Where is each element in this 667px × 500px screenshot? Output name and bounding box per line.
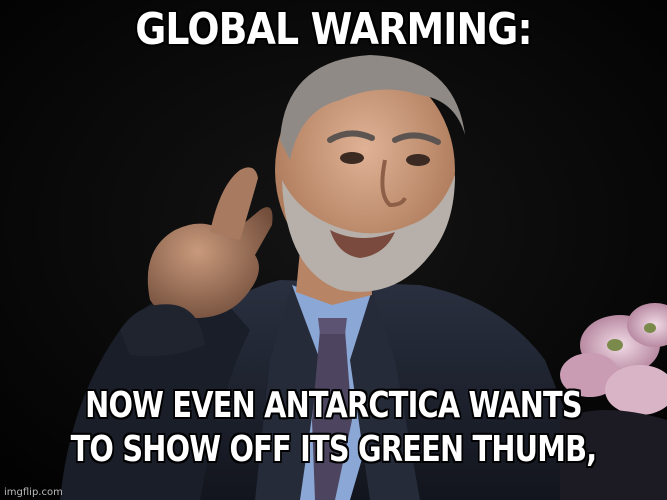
top-caption: GLOBAL WARMING:	[135, 4, 532, 55]
bottom-caption: NOW EVEN ANTARCTICA WANTS TO SHOW OFF IT…	[67, 384, 601, 472]
hair	[280, 55, 465, 160]
bottom-caption-line-1: NOW EVEN ANTARCTICA WANTS	[85, 385, 582, 426]
watermark: imgflip.com	[4, 487, 63, 498]
bottom-caption-line-2: TO SHOW OFF ITS GREEN THUMB,	[70, 429, 598, 470]
flowers	[560, 303, 667, 500]
tie	[312, 330, 352, 500]
